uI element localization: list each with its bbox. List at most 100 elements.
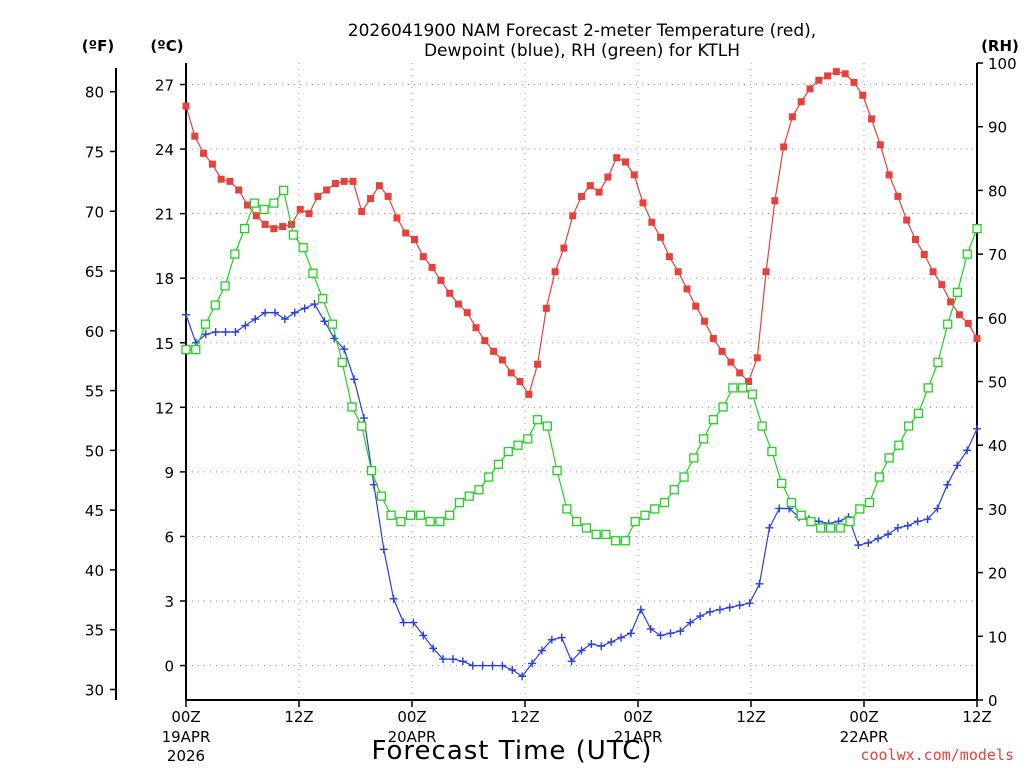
- dewpoint-point: [755, 579, 764, 588]
- temperature-point: [586, 182, 594, 190]
- dewpoint-point: [913, 517, 922, 526]
- rh-point: [962, 249, 972, 259]
- temperature-point: [955, 311, 963, 319]
- rh-point: [337, 357, 347, 368]
- temperature-point: [850, 78, 858, 86]
- temperature-point: [437, 276, 445, 284]
- rh-point: [884, 453, 894, 463]
- celsius-tick-label: 0: [164, 658, 174, 676]
- dewpoint-point: [498, 661, 507, 670]
- fahrenheit-tick-label: 60: [85, 323, 104, 341]
- temperature-point: [938, 281, 946, 289]
- rh-line: [186, 189, 978, 542]
- rh-point: [796, 510, 806, 520]
- dewpoint-point: [458, 657, 467, 666]
- rh-point: [669, 485, 679, 495]
- temperature-point: [367, 195, 375, 203]
- celsius-tick-label: 15: [155, 335, 174, 353]
- dewpoint-point: [290, 308, 299, 317]
- rh-point: [679, 472, 689, 482]
- dewpoint-point: [270, 308, 279, 317]
- rh-point: [786, 497, 797, 508]
- rh-tick-label: 80: [988, 182, 1007, 200]
- rh-point: [259, 204, 269, 215]
- temperature-point: [903, 216, 911, 224]
- rh-point: [689, 453, 699, 463]
- rh-point: [532, 415, 543, 425]
- dewpoint-point: [626, 629, 635, 638]
- temperature-point: [578, 192, 585, 200]
- rh-point: [191, 344, 201, 355]
- dewpoint-point: [636, 605, 645, 614]
- temperature-point: [947, 298, 955, 306]
- temperature-point: [639, 199, 647, 207]
- rh-point: [825, 523, 836, 533]
- celsius-tick-label: 18: [155, 270, 174, 288]
- dewpoint-point: [686, 618, 695, 627]
- rh-point: [903, 421, 914, 431]
- x-axis-label: Forecast Time (UTC): [371, 736, 652, 766]
- temperature-point: [525, 390, 533, 398]
- rh-point: [425, 516, 435, 527]
- dewpoint-line: [185, 303, 978, 678]
- dewpoint-point: [201, 330, 210, 339]
- dewpoint-point: [775, 504, 784, 513]
- rh-point: [571, 516, 582, 527]
- dewpoint-point: [577, 646, 586, 655]
- temperature-point: [340, 177, 348, 185]
- fahrenheit-tick-label: 50: [85, 442, 104, 460]
- fahrenheit-tick-label: 80: [85, 84, 104, 102]
- temperature-point: [841, 70, 849, 78]
- x-tick-year-label: 2026: [167, 747, 205, 765]
- rh-tick-label: 60: [988, 310, 1007, 328]
- dewpoint-point: [340, 345, 349, 354]
- temperature-point: [331, 180, 339, 188]
- dewpoint-point: [350, 375, 359, 384]
- rh-point: [972, 223, 982, 234]
- temperature-point: [806, 85, 814, 93]
- fahrenheit-tick-label: 55: [85, 383, 104, 401]
- dewpoint-point: [330, 334, 339, 343]
- temperature-point: [604, 173, 612, 181]
- temperature-point: [200, 149, 208, 157]
- rh-point: [474, 485, 484, 495]
- temperature-point: [868, 115, 876, 123]
- temperature-point: [718, 347, 726, 355]
- temperature-point: [217, 175, 225, 183]
- temperature-point: [235, 186, 243, 194]
- temperature-point: [657, 233, 665, 241]
- rh-point: [562, 504, 572, 514]
- celsius-tick-label: 9: [164, 464, 174, 482]
- dewpoint-point: [854, 541, 863, 550]
- temperature-point: [832, 68, 840, 76]
- dewpoint-point: [409, 618, 418, 627]
- dewpoint-point: [607, 637, 616, 646]
- dewpoint-point: [478, 661, 487, 670]
- dewpoint-point: [874, 534, 883, 543]
- rh-tick-label: 20: [988, 565, 1007, 583]
- rh-point: [318, 294, 328, 304]
- dewpoint-point: [547, 635, 556, 644]
- temperature-point: [498, 356, 506, 364]
- rh-point: [181, 344, 191, 355]
- temperature-point: [182, 102, 190, 110]
- temperature-point: [507, 369, 515, 377]
- dewpoint-point: [518, 672, 527, 681]
- rh-point: [308, 268, 318, 278]
- celsius-tick-label: 3: [164, 593, 174, 611]
- rh-point: [210, 300, 220, 310]
- rh-tick-label: 30: [988, 501, 1007, 519]
- temperature-point: [692, 302, 700, 310]
- dewpoint-point: [745, 599, 754, 608]
- rh-point: [298, 243, 308, 253]
- dewpoint-point: [973, 424, 981, 433]
- temperature-point: [551, 268, 559, 276]
- temperature-point: [411, 235, 419, 243]
- temperature-point: [542, 304, 550, 312]
- dewpoint-point: [933, 504, 942, 513]
- rh-point: [718, 402, 728, 412]
- dewpoint-point: [587, 640, 596, 649]
- dewpoint-point: [439, 655, 448, 664]
